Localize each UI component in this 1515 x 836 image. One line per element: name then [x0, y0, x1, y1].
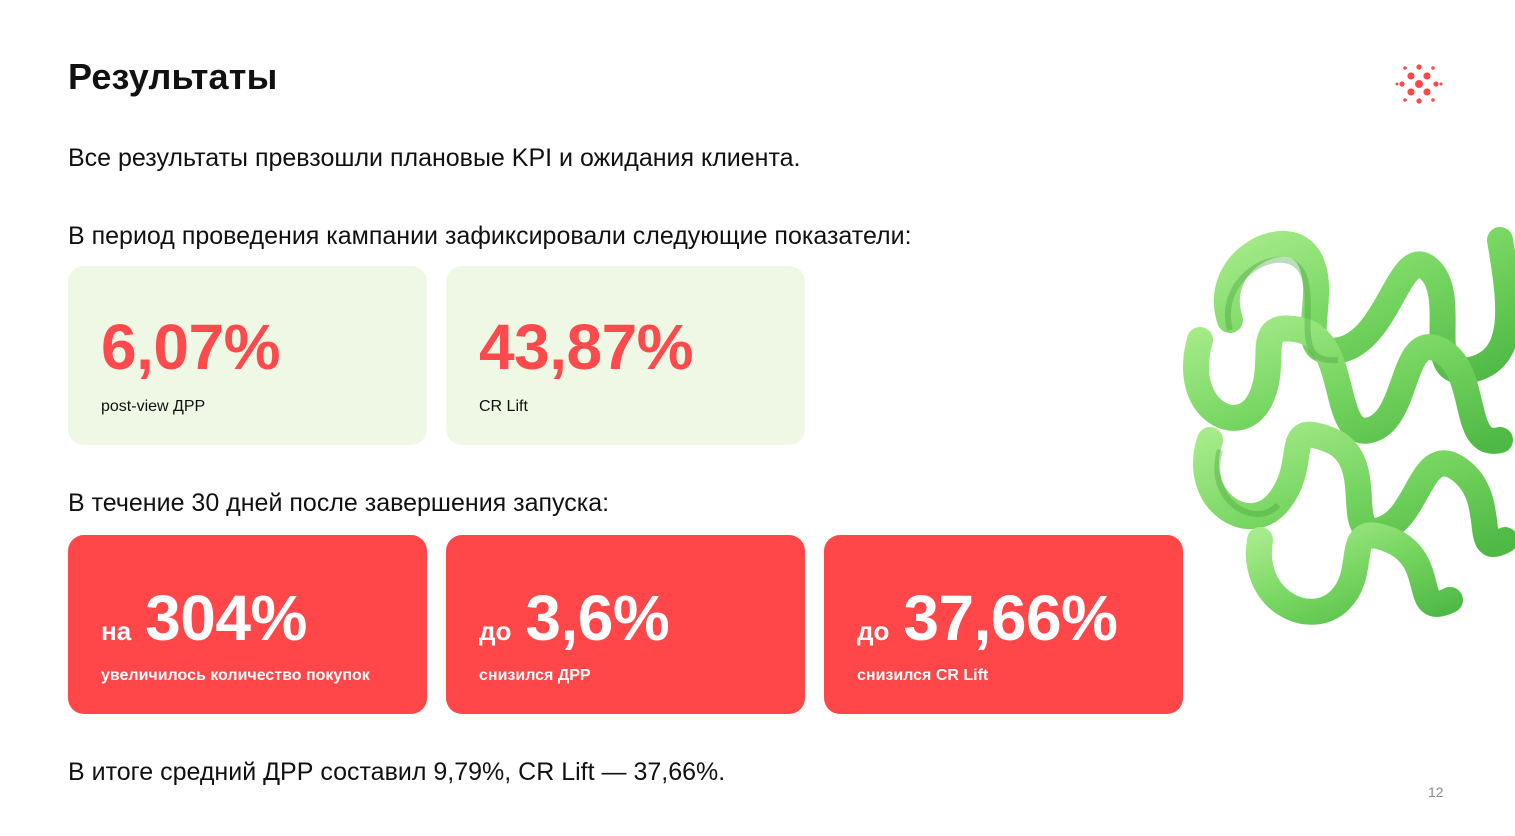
result-caption: снизился ДРР — [479, 667, 591, 684]
result-value: 37,66% — [903, 582, 1118, 654]
metric-caption: CR Lift — [479, 398, 528, 415]
metric-value: 6,07% — [101, 311, 280, 383]
intro-text: Все результаты превзошли плановые KPI и … — [68, 144, 801, 172]
result-caption: снизился CR Lift — [857, 667, 989, 684]
result-caption: увеличилось количество покупок — [101, 667, 370, 684]
campaign-period-label: В период проведения кампании зафиксирова… — [68, 222, 912, 250]
result-card-drr: до 3,6% снизился ДРР — [446, 535, 805, 714]
result-card-cr-lift: до 37,66% снизился CR Lift — [824, 535, 1183, 714]
green-ribbon-decoration — [1183, 227, 1515, 625]
page-number: 12 — [1428, 784, 1444, 800]
summary-text: В итоге средний ДРР составил 9,79%, CR L… — [68, 758, 726, 786]
metric-caption: post-view ДРР — [101, 398, 206, 415]
brand-logo-icon — [1395, 64, 1443, 104]
result-prefix: до — [479, 616, 512, 646]
result-value: 304% — [145, 582, 307, 654]
result-card-purchases: на 304% увеличилось количество покупок — [68, 535, 427, 714]
metric-value: 43,87% — [479, 311, 694, 383]
result-prefix: до — [857, 616, 890, 646]
result-prefix: на — [101, 616, 132, 646]
post-campaign-label: В течение 30 дней после завершения запус… — [68, 489, 610, 517]
result-value: 3,6% — [525, 582, 670, 654]
metric-card-cr-lift: 43,87% CR Lift — [446, 266, 805, 445]
metric-card-post-view-drr: 6,07% post-view ДРР — [68, 266, 427, 445]
page-title: Результаты — [68, 56, 278, 97]
